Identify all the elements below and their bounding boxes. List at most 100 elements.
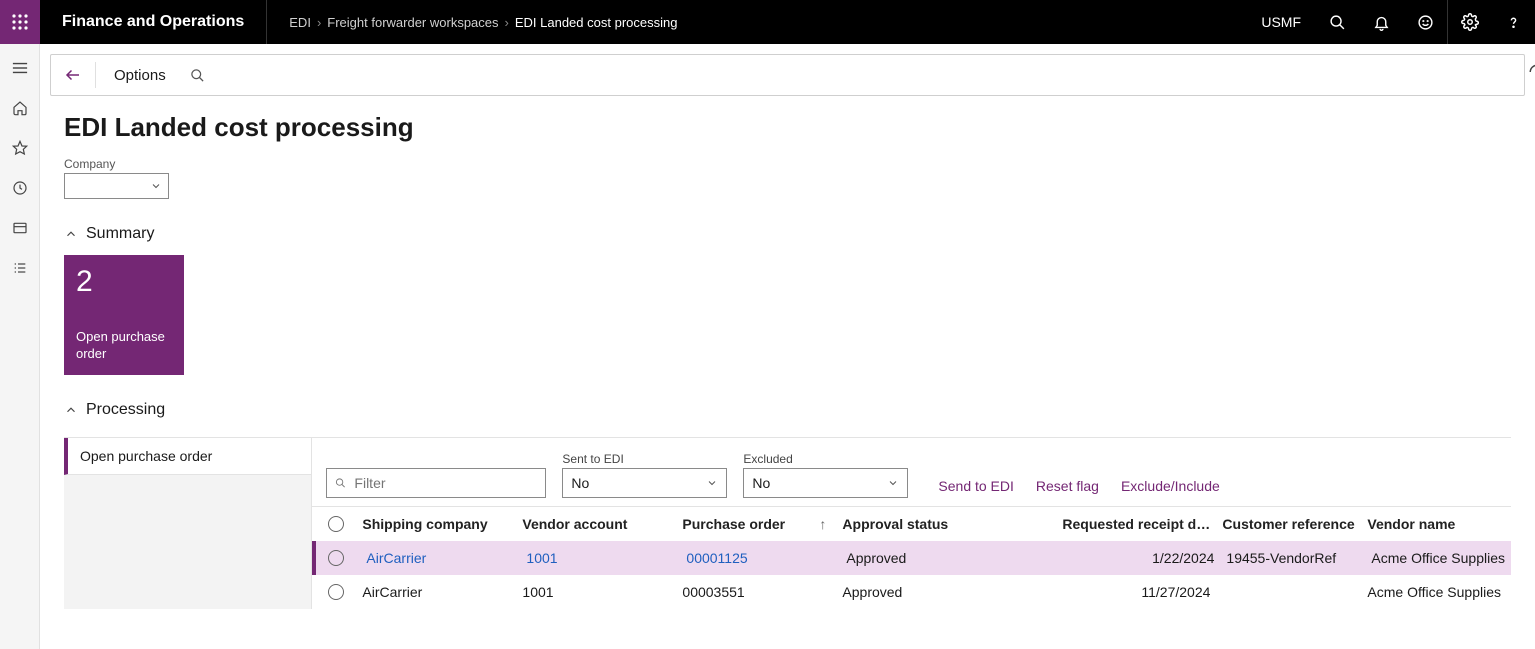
cell-shipping[interactable]: AirCarrier [360, 550, 520, 566]
nav-home[interactable] [0, 90, 40, 126]
reset-flag-link[interactable]: Reset flag [1036, 478, 1099, 494]
nav-modules[interactable] [0, 250, 40, 286]
top-bar: Finance and Operations EDI › Freight for… [0, 0, 1535, 44]
summary-section: Summary 2 Open purchase order [64, 225, 1511, 375]
chevron-down-icon [706, 477, 718, 489]
sent-to-edi-select[interactable]: No [562, 468, 727, 498]
nav-workspaces[interactable] [0, 210, 40, 246]
search-icon [335, 476, 346, 490]
table-row[interactable]: AirCarrier100100003551Approved11/27/2024… [312, 575, 1511, 609]
tile-caption: Open purchase order [76, 329, 172, 363]
select-all-header[interactable] [312, 516, 356, 532]
refresh-icon [1528, 63, 1535, 81]
col-purchase-order[interactable]: Purchase order ↑ [676, 516, 836, 532]
data-grid: Shipping company Vendor account Purchase… [312, 506, 1511, 609]
col-customer-ref[interactable]: Customer reference [1216, 516, 1361, 532]
grid-actions: Send to EDI Reset flag Exclude/Include [938, 478, 1219, 498]
clock-icon [12, 180, 28, 196]
sent-to-edi-value: No [571, 475, 589, 491]
send-to-edi-link[interactable]: Send to EDI [938, 478, 1014, 494]
search-icon [190, 68, 205, 83]
home-icon [12, 100, 28, 116]
gear-icon [1461, 13, 1479, 31]
processing-label: Processing [86, 401, 165, 419]
action-search-button[interactable] [184, 61, 212, 89]
filter-input[interactable] [352, 474, 537, 492]
smile-icon [1417, 14, 1434, 31]
search-icon [1329, 14, 1346, 31]
nav-favorites[interactable] [0, 130, 40, 166]
options-tab[interactable]: Options [104, 67, 176, 84]
settings-button[interactable] [1447, 0, 1491, 44]
bell-icon [1373, 14, 1390, 31]
grid-header-row: Shipping company Vendor account Purchase… [312, 507, 1511, 541]
nav-recent[interactable] [0, 170, 40, 206]
notifications-button[interactable] [1359, 0, 1403, 44]
company-code[interactable]: USMF [1247, 14, 1315, 30]
col-vendor-account[interactable]: Vendor account [516, 516, 676, 532]
refresh-button[interactable] [1528, 63, 1535, 81]
cell-customer-ref: 19455-VendorRef [1220, 550, 1365, 566]
star-icon [12, 140, 28, 156]
action-bar: Options [50, 54, 1525, 96]
search-button[interactable] [1315, 0, 1359, 44]
help-button[interactable] [1491, 0, 1535, 44]
grid-toolbar: . Sent to EDI No [312, 438, 1511, 506]
cell-shipping: AirCarrier [356, 584, 516, 600]
arrow-left-icon [64, 66, 82, 84]
nav-rail [0, 44, 40, 649]
divider [95, 62, 96, 88]
cell-purchase-order: 00003551 [676, 584, 836, 600]
cell-vendor-name: Acme Office Supplies [1361, 584, 1511, 600]
cell-approval: Approved [836, 584, 1056, 600]
chevron-right-icon: › [505, 15, 509, 30]
processing-body: Open purchase order . [64, 437, 1511, 609]
chevron-up-icon [64, 227, 78, 241]
sort-asc-icon: ↑ [819, 516, 826, 532]
row-selector[interactable] [316, 550, 360, 566]
col-vendor-name[interactable]: Vendor name [1361, 516, 1511, 532]
row-selector[interactable] [312, 584, 356, 600]
col-purchase-order-label: Purchase order [682, 516, 785, 532]
tile-count: 2 [76, 267, 172, 297]
col-requested-date[interactable]: Requested receipt date [1056, 516, 1216, 532]
company-field: Company [64, 157, 1511, 199]
processing-section: Processing Open purchase order . [64, 401, 1511, 609]
breadcrumb-item-active[interactable]: EDI Landed cost processing [515, 15, 678, 30]
chevron-down-icon [150, 180, 162, 192]
chevron-right-icon: › [317, 15, 321, 30]
processing-header[interactable]: Processing [64, 401, 1511, 419]
cell-vendor-account: 1001 [516, 584, 676, 600]
excluded-select[interactable]: No [743, 468, 908, 498]
table-row[interactable]: AirCarrier100100001125Approved1/22/20241… [312, 541, 1511, 575]
exclude-include-link[interactable]: Exclude/Include [1121, 478, 1220, 494]
cell-vendor-account[interactable]: 1001 [520, 550, 680, 566]
back-button[interactable] [59, 61, 87, 89]
tab-open-po[interactable]: Open purchase order [64, 438, 311, 475]
hamburger-icon [12, 61, 28, 75]
workspace-icon [12, 220, 28, 236]
nav-expand-button[interactable] [0, 50, 40, 86]
chevron-up-icon [64, 403, 78, 417]
summary-header[interactable]: Summary [64, 225, 1511, 243]
filter-input-wrap[interactable] [326, 468, 546, 498]
open-po-tile[interactable]: 2 Open purchase order [64, 255, 184, 375]
page-body: EDI Landed cost processing Company Summa… [40, 96, 1535, 649]
summary-label: Summary [86, 225, 154, 243]
cell-vendor-name: Acme Office Supplies [1365, 550, 1511, 566]
feedback-button[interactable] [1403, 0, 1447, 44]
company-label: Company [64, 157, 1511, 171]
sent-to-edi-label: Sent to EDI [562, 452, 727, 466]
company-dropdown[interactable] [64, 173, 169, 199]
modules-icon [12, 260, 28, 276]
col-shipping[interactable]: Shipping company [356, 516, 516, 532]
breadcrumb-item[interactable]: EDI [289, 15, 311, 30]
cell-approval: Approved [840, 550, 1060, 566]
app-launcher-button[interactable] [0, 0, 40, 44]
cell-purchase-order[interactable]: 00001125 [680, 550, 840, 566]
breadcrumb-item[interactable]: Freight forwarder workspaces [327, 15, 498, 30]
grid-panel: . Sent to EDI No [312, 438, 1511, 609]
col-approval[interactable]: Approval status [836, 516, 1056, 532]
excluded-label: Excluded [743, 452, 908, 466]
waffle-icon [12, 14, 28, 30]
